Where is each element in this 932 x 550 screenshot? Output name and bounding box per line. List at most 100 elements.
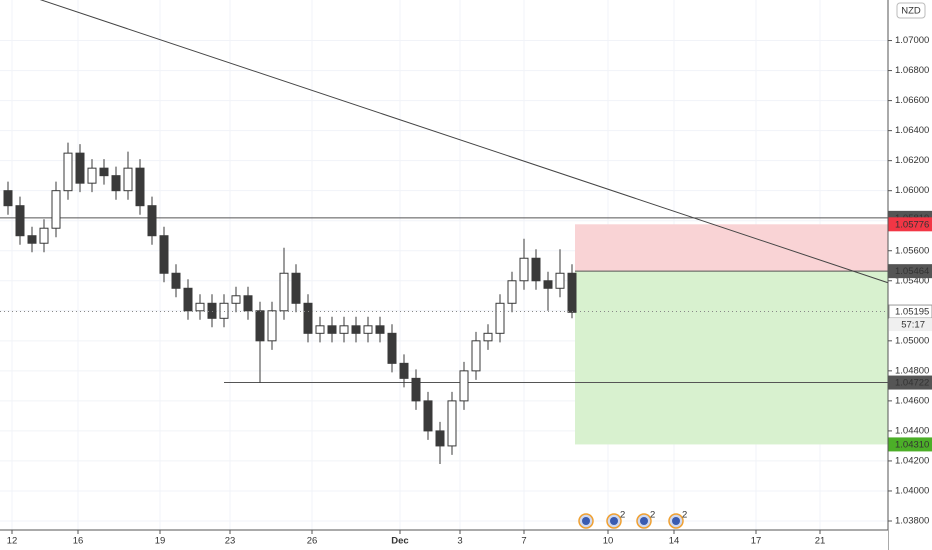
- currency: NZD: [901, 6, 921, 17]
- candle-body: [507, 280, 517, 304]
- x-tick-label: 10: [603, 536, 614, 547]
- candle-body: [531, 257, 541, 282]
- price-label: 1.05776: [895, 219, 929, 230]
- x-tick-label: Dec: [391, 536, 408, 547]
- event-flag: [582, 517, 590, 525]
- candle-body: [51, 190, 61, 229]
- x-tick-label: 21: [815, 536, 826, 547]
- candle-body: [219, 302, 229, 319]
- price-label-bg: [888, 437, 932, 452]
- time-axis: [0, 530, 888, 550]
- target-zone: [575, 271, 888, 445]
- y-tick-label: 1.07000: [895, 35, 929, 46]
- candle-body: [147, 205, 157, 237]
- event-flag: [640, 517, 648, 525]
- candle-body: [87, 167, 97, 184]
- event-count: 2: [682, 510, 687, 521]
- candle-body: [315, 325, 325, 334]
- x-tick-label: 26: [307, 536, 318, 547]
- x-tick-label: 14: [669, 536, 680, 547]
- candle-body: [351, 325, 361, 334]
- candle-body: [327, 325, 337, 334]
- price-label: 1.05464: [895, 266, 929, 277]
- candle-body: [207, 302, 217, 319]
- x-tick-label: 19: [155, 536, 166, 547]
- x-tick-label: 12: [7, 536, 18, 547]
- price-label-bg: [888, 264, 932, 279]
- candle-body: [267, 310, 277, 342]
- candle-body: [399, 362, 409, 379]
- price-label-bg: [888, 217, 932, 232]
- candle-body: [111, 175, 121, 192]
- candle-body: [363, 325, 373, 334]
- y-tick-label: 1.06000: [895, 185, 929, 196]
- candle-body: [123, 167, 133, 192]
- candle-body: [459, 370, 469, 402]
- candle-body: [555, 272, 565, 289]
- y-tick-label: 1.04000: [895, 485, 929, 496]
- candle-body: [435, 430, 445, 447]
- candle-body: [15, 205, 25, 237]
- candle-body: [183, 287, 193, 312]
- candle-body: [495, 302, 505, 334]
- candle-body: [135, 167, 145, 207]
- y-tick-label: 1.06400: [895, 125, 929, 136]
- countdown-bg: [889, 318, 932, 332]
- candle-body: [27, 235, 37, 244]
- candle-body: [423, 400, 433, 432]
- y-tick-label: 1.05600: [895, 245, 929, 256]
- candle-body: [471, 340, 481, 372]
- candle-body: [195, 302, 205, 312]
- candle-body: [447, 400, 457, 447]
- event-flag: [672, 517, 680, 525]
- countdown: 57:17: [901, 320, 925, 331]
- candle-body: [567, 272, 577, 313]
- x-tick-label: 23: [225, 536, 236, 547]
- y-tick-label: 1.06200: [895, 155, 929, 166]
- candle-body: [387, 332, 397, 364]
- candle-body: [159, 235, 169, 274]
- event-flag: [610, 517, 618, 525]
- event-count: 2: [650, 510, 655, 521]
- candle-body: [291, 272, 301, 304]
- candle-body: [519, 257, 529, 282]
- candle-body: [339, 325, 349, 334]
- x-tick-label: 17: [751, 536, 762, 547]
- candle-body: [63, 152, 73, 192]
- candle-body: [255, 310, 265, 342]
- candle-body: [375, 325, 385, 334]
- candle-body: [171, 272, 181, 289]
- candle-body: [3, 190, 13, 207]
- candle-body: [483, 332, 493, 342]
- candle-body: [303, 302, 313, 334]
- candle-body: [231, 295, 241, 304]
- candle-body: [543, 280, 553, 289]
- price-label-bg: [888, 375, 932, 390]
- x-tick-label: 3: [457, 536, 462, 547]
- candle-body: [75, 152, 85, 184]
- candle-body: [243, 295, 253, 312]
- y-tick-label: 1.03800: [895, 516, 929, 527]
- candle-body: [411, 377, 421, 402]
- price-label: 1.05195: [895, 307, 929, 318]
- candle-body: [279, 272, 289, 312]
- x-tick-label: 16: [73, 536, 84, 547]
- candle-body: [39, 227, 49, 244]
- currency-badge: [896, 2, 926, 19]
- stop-zone: [575, 224, 888, 272]
- price-label: 1.04310: [895, 439, 929, 450]
- y-tick-label: 1.04400: [895, 425, 929, 436]
- candle-body: [99, 167, 109, 177]
- x-tick-label: 7: [521, 536, 526, 547]
- y-tick-label: 1.04200: [895, 455, 929, 466]
- y-tick-label: 1.04800: [895, 365, 929, 376]
- y-tick-label: 1.05400: [895, 275, 929, 286]
- y-tick-label: 1.05000: [895, 335, 929, 346]
- y-tick-label: 1.06800: [895, 65, 929, 76]
- y-tick-label: 1.04600: [895, 395, 929, 406]
- event-count: 2: [620, 510, 625, 521]
- trend-line: [39, 0, 889, 284]
- y-tick-label: 1.06600: [895, 95, 929, 106]
- price-label: 1.04722: [895, 378, 929, 389]
